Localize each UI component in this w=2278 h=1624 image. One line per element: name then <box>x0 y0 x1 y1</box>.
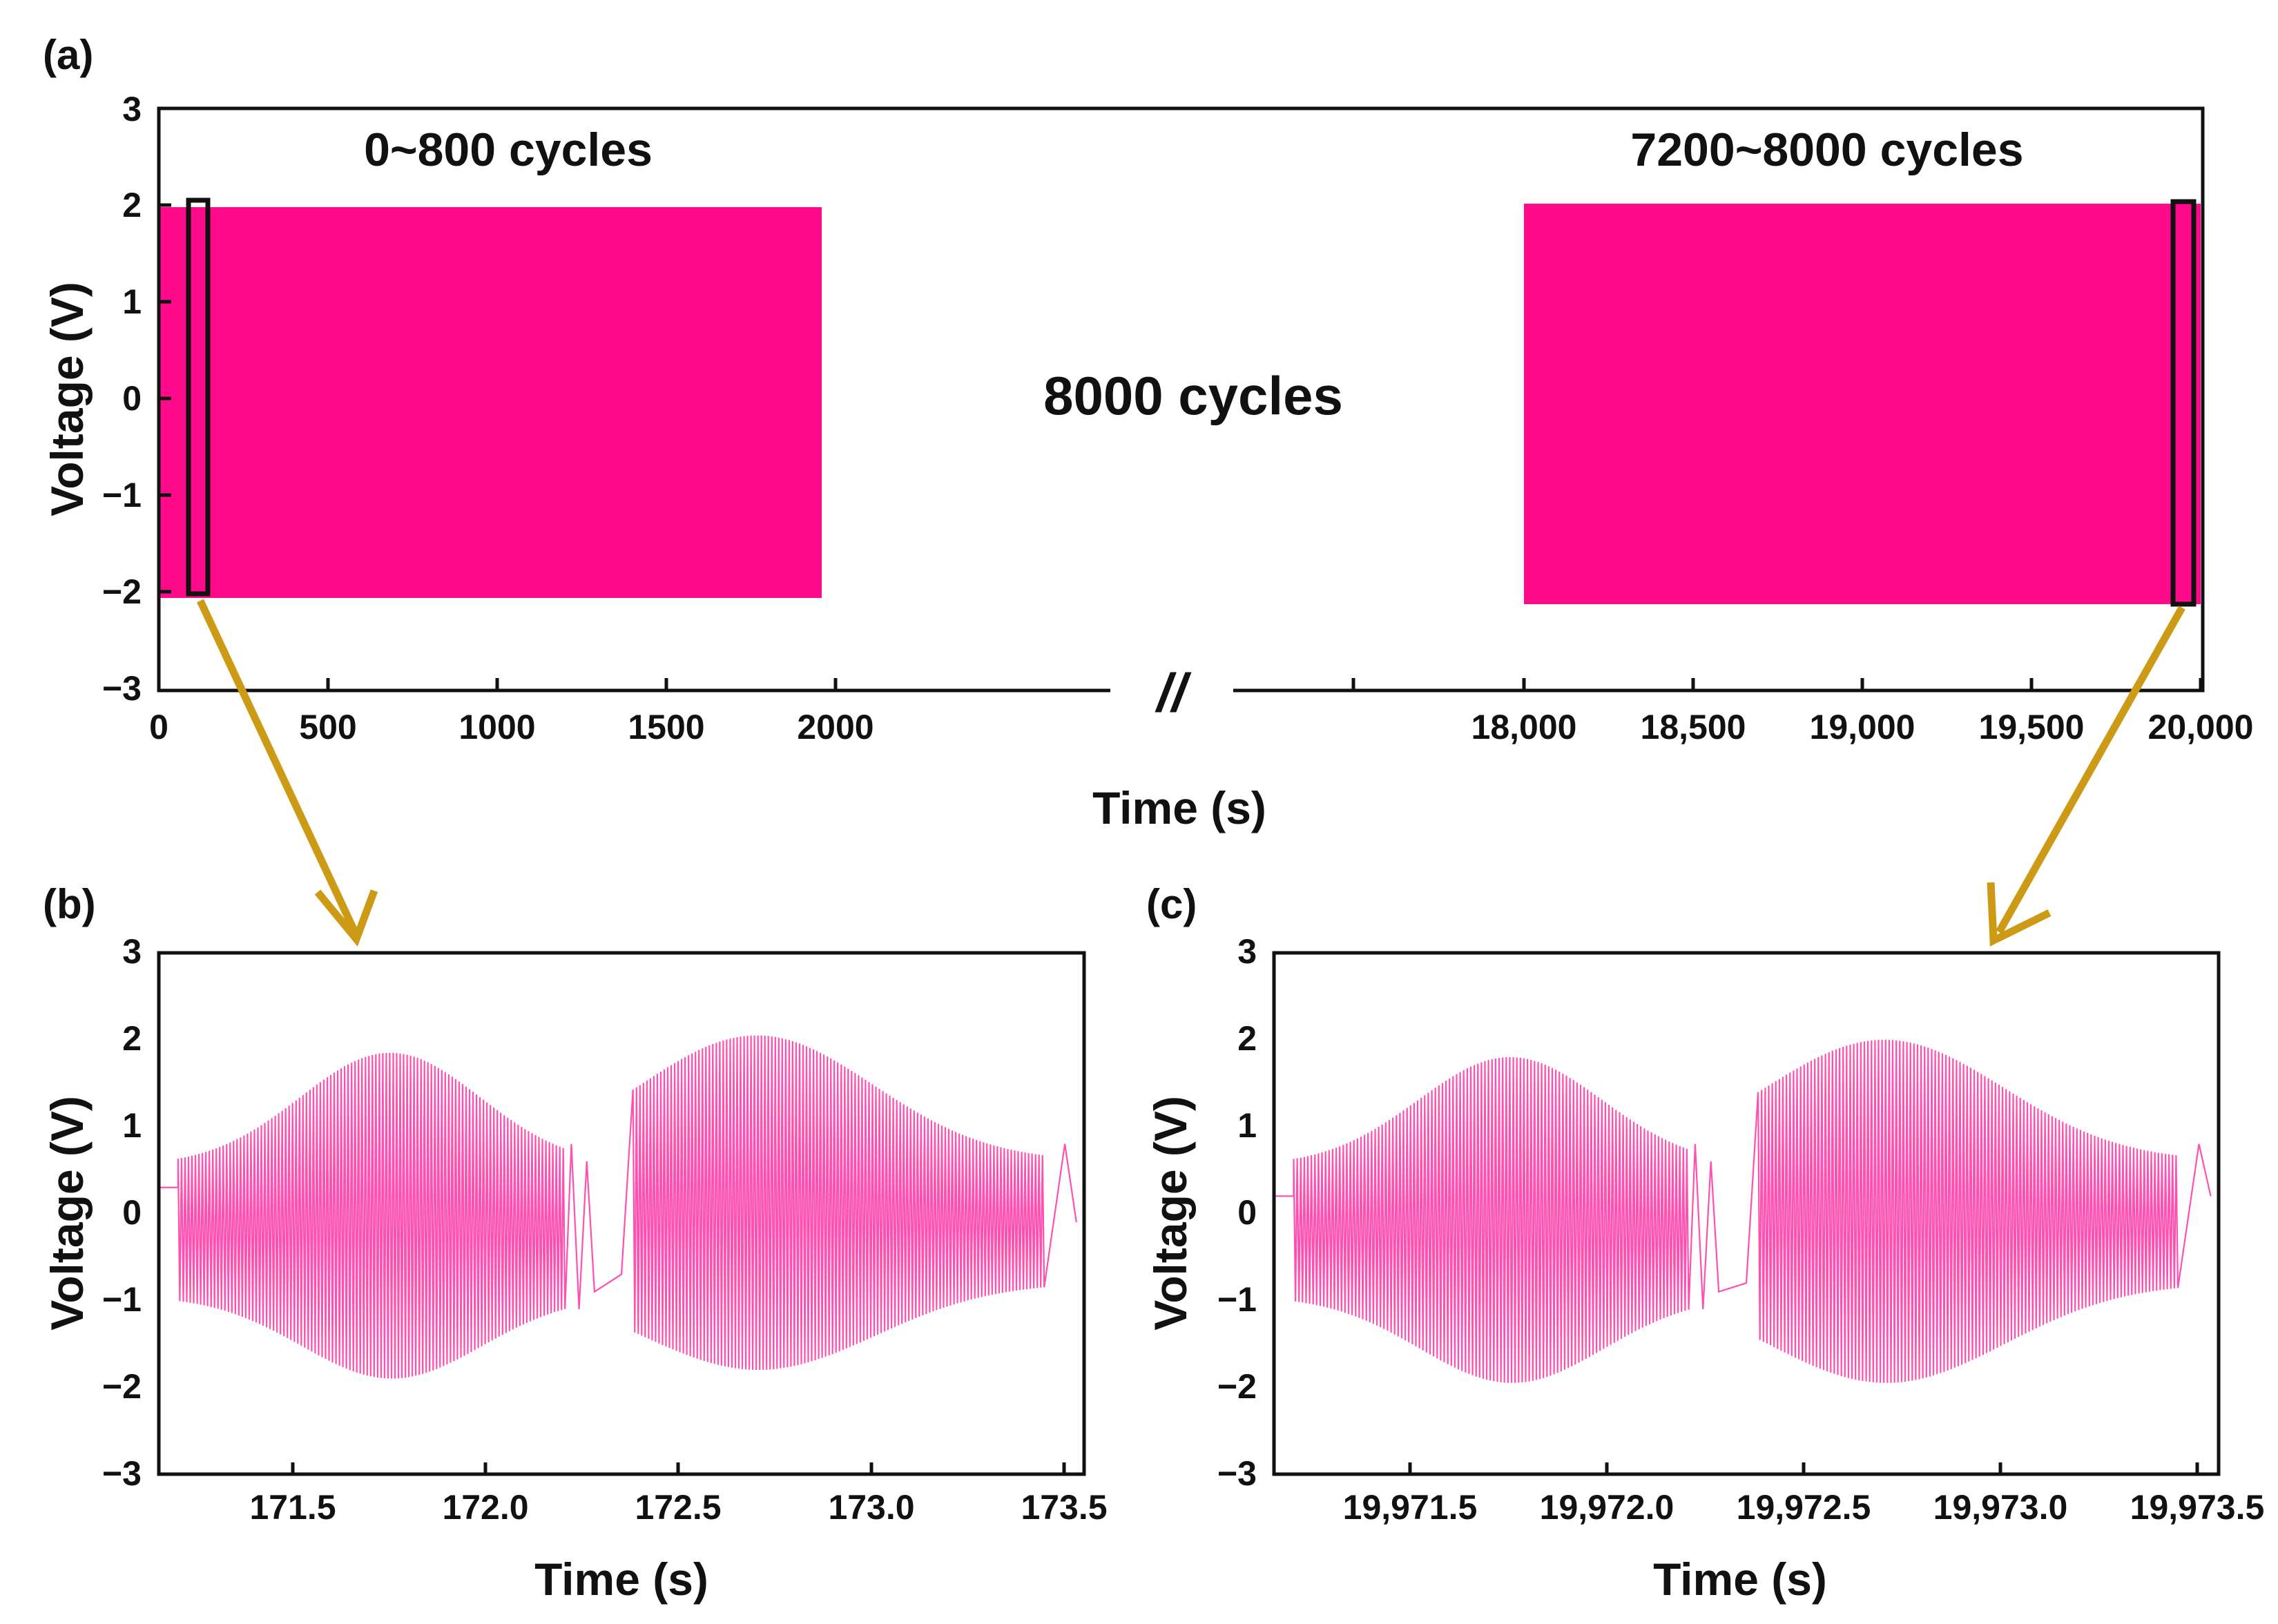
panel-a-xtick-label: 18,500 <box>1641 708 1746 746</box>
panel-a-annotation-left: 0~800 cycles <box>364 124 653 176</box>
panel-c-label: (c) <box>1146 881 1197 927</box>
panel-a-xtick-label: 19,500 <box>1979 708 2085 746</box>
panel-a-ytick-label-3: 3 <box>122 90 142 128</box>
panel-b-ytick-label: 1 <box>122 1106 142 1145</box>
panel-c-ytick-label: 3 <box>1237 932 1257 971</box>
panel-a-ylabel: Voltage (V) <box>41 282 93 516</box>
zoom-arrowhead-c <box>1987 882 2052 947</box>
panel-c-ytick-label: −2 <box>1217 1367 1257 1406</box>
panel-a-xtick-label: 1000 <box>459 708 535 746</box>
panel-c-signal <box>1274 1039 2212 1383</box>
zoom-arrow-b <box>197 599 358 934</box>
panel-b-xtick-label: 173.0 <box>828 1488 914 1527</box>
panel-a-xtick-label: 20,000 <box>2148 708 2254 746</box>
panel-a-x-ticks: 0 500 1000 1500 2000 18,000 18,500 19,00… <box>149 678 2253 746</box>
signal-b-trace <box>159 1035 1077 1379</box>
panel-c-xtick-label: 19,972.0 <box>1540 1488 1674 1527</box>
zoom-arrow-c <box>1996 606 2185 934</box>
panel-a-ytick-label-0: 0 <box>122 379 142 418</box>
panel-a-xtick-label: 18,000 <box>1471 708 1577 746</box>
panel-c-frame <box>1272 951 2221 1476</box>
panel-a-ytick-label-m3: −3 <box>102 669 142 708</box>
panel-a-plot <box>159 197 2201 607</box>
panel-b-label: (b) <box>43 881 96 927</box>
panel-c-xtick-label: 19,971.5 <box>1343 1488 1478 1527</box>
panel-a-label: (a) <box>43 32 93 78</box>
panel-a-annotation-center: 8000 cycles <box>1043 365 1343 426</box>
panel-b-ytick-label: −2 <box>102 1367 142 1406</box>
panel-c-xlabel: Time (s) <box>1653 1554 1827 1605</box>
panel-b-ytick-label: 2 <box>122 1019 142 1058</box>
panel-b-xlabel: Time (s) <box>534 1554 708 1605</box>
panel-c: (c) 3 2 1 0 −1 −2 −3 19,971.5 19,972.0 1… <box>1145 881 2264 1605</box>
panel-b-ylabel: Voltage (V) <box>41 1096 93 1331</box>
panel-c-ytick-label: 2 <box>1237 1019 1257 1058</box>
panel-a-axis-break: // <box>1155 662 1192 723</box>
panel-a-ytick-label-1: 1 <box>122 282 142 321</box>
panel-a-y-ticks: 3 2 1 0 −1 −2 −3 <box>102 90 171 708</box>
panel-a-signal-right <box>1524 204 2201 604</box>
panel-c-xtick-label: 19,973.5 <box>2130 1488 2265 1527</box>
panel-a-xtick-label: 19,000 <box>1810 708 1915 746</box>
panel-c-ytick-label: 1 <box>1237 1106 1257 1145</box>
zoom-arrows <box>197 599 2185 947</box>
panel-a-ytick-label-m2: −2 <box>102 572 142 611</box>
panel-c-y-ticks: 3 2 1 0 −1 −2 −3 <box>1217 932 1257 1493</box>
panel-a-xtick-label: 1500 <box>628 708 704 746</box>
panel-b-x-ticks: 171.5 172.0 172.5 173.0 173.5 <box>249 1462 1108 1527</box>
panel-c-xtick-label: 19,973.0 <box>1933 1488 2068 1527</box>
panel-b-ytick-label: −1 <box>102 1280 142 1319</box>
panel-c-ylabel: Voltage (V) <box>1145 1096 1196 1331</box>
panel-a-axis-break-gap <box>1110 680 1233 701</box>
panel-b-frame <box>157 951 1086 1476</box>
panel-b-signal <box>159 1035 1077 1379</box>
panel-b-xtick-label: 172.0 <box>442 1488 528 1527</box>
panel-a-ytick-label-m1: −1 <box>102 476 142 514</box>
panel-a: (a) // 3 2 1 0 −1 −2 −3 <box>41 32 2253 833</box>
zoom-arrowhead-b <box>314 889 378 947</box>
panel-a-xtick-label: 0 <box>149 708 168 746</box>
panel-a-annotation-right: 7200~8000 cycles <box>1630 124 2023 176</box>
panel-a-xtick-label: 2000 <box>797 708 873 746</box>
panel-c-xtick-label: 19,972.5 <box>1737 1488 1871 1527</box>
panel-b-xtick-label: 173.5 <box>1021 1488 1107 1527</box>
signal-c-trace <box>1274 1039 2212 1383</box>
panel-c-x-ticks: 19,971.5 19,972.0 19,972.5 19,973.0 19,9… <box>1343 1462 2265 1527</box>
panel-a-xlabel: Time (s) <box>1092 782 1266 833</box>
panel-b: (b) 3 2 1 0 −1 −2 −3 171.5 172.0 172.5 1… <box>41 881 1108 1605</box>
panel-b-ytick-label: 0 <box>122 1193 142 1232</box>
panel-b-ytick-label: −3 <box>102 1454 142 1493</box>
panel-a-ytick-label-2: 2 <box>122 186 142 224</box>
panel-c-ytick-label: −1 <box>1217 1280 1257 1319</box>
panel-b-xtick-label: 172.5 <box>635 1488 721 1527</box>
panel-b-y-ticks: 3 2 1 0 −1 −2 −3 <box>102 932 142 1493</box>
panel-a-highlight-left <box>186 197 211 597</box>
panel-a-signal-left <box>159 207 822 598</box>
panel-c-ytick-label: 0 <box>1237 1193 1257 1232</box>
panel-c-ytick-label: −3 <box>1217 1454 1257 1493</box>
panel-a-xtick-label: 500 <box>299 708 356 746</box>
panel-b-xtick-label: 171.5 <box>249 1488 336 1527</box>
panel-a-highlight-right <box>2170 199 2197 607</box>
panel-b-ytick-label: 3 <box>122 932 142 971</box>
